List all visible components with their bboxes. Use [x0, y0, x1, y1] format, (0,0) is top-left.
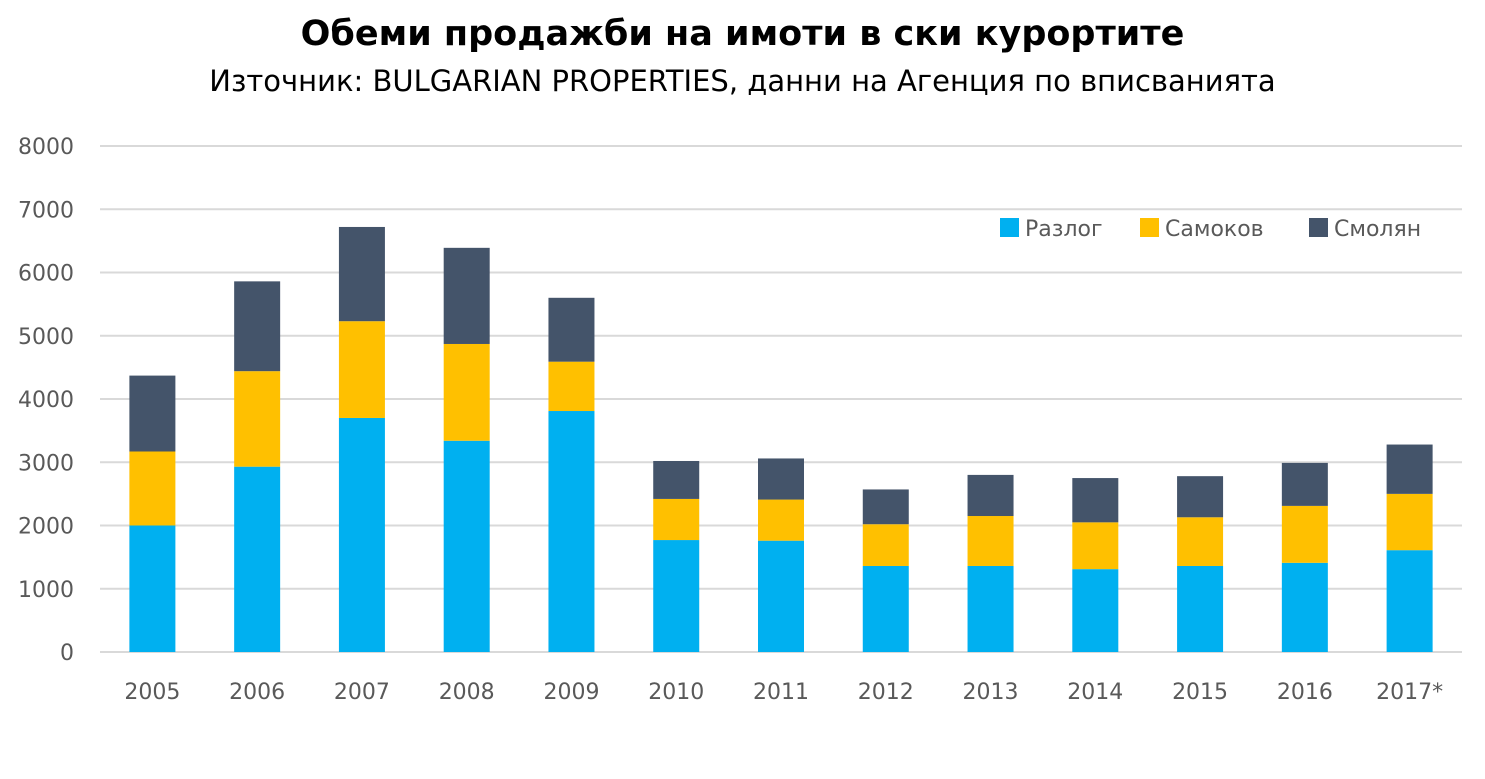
x-tick-label: 2014 [1067, 680, 1123, 705]
bar-segment [234, 371, 281, 467]
bar-segment [1386, 550, 1433, 652]
bar-segment [967, 474, 1014, 517]
legend-swatch [1309, 218, 1328, 237]
y-tick-label: 0 [60, 641, 74, 666]
x-tick-label: 2016 [1277, 680, 1333, 705]
legend-label: Разлог [1025, 217, 1103, 242]
legend-label: Самоков [1165, 217, 1264, 242]
x-tick-label: 2007 [334, 680, 390, 705]
chart-title: Обеми продажби на имоти в ски курортите [300, 14, 1185, 54]
y-tick-label: 2000 [18, 515, 74, 540]
bar-segment [443, 247, 490, 344]
bar-segment [758, 458, 804, 500]
x-tick-label: 2012 [858, 680, 914, 705]
bar-segment [548, 411, 595, 652]
y-tick-label: 6000 [18, 262, 74, 287]
y-tick-label: 3000 [18, 451, 74, 476]
x-tick-label: 2011 [753, 680, 809, 705]
x-tick-label: 2010 [648, 680, 704, 705]
bar-segment [862, 524, 909, 566]
bar-segment [653, 460, 700, 499]
y-tick-label: 7000 [18, 198, 74, 223]
bar-segment [862, 565, 909, 652]
bar-segment [1072, 569, 1119, 652]
bar-segment [967, 516, 1014, 566]
bar-segment [1072, 522, 1119, 570]
bar-segment [967, 565, 1014, 652]
bar-segment [1281, 505, 1328, 563]
bar-segment [1177, 476, 1224, 518]
bar-segment [1281, 462, 1328, 506]
x-tick-label: 2005 [124, 680, 180, 705]
bar-segment [862, 489, 909, 525]
legend-label: Смолян [1334, 217, 1421, 242]
chart-subtitle: Източник: BULGARIAN PROPERTIES, данни на… [209, 64, 1276, 98]
bar-segment [234, 281, 281, 372]
bar-segment [1281, 562, 1328, 652]
y-tick-label: 8000 [18, 135, 74, 160]
legend-swatch [1140, 218, 1159, 237]
x-tick-label: 2009 [543, 680, 599, 705]
bar-segment [234, 466, 281, 652]
bar-segment [548, 361, 595, 412]
x-tick-label: 2017* [1376, 680, 1443, 705]
bar-segment [443, 343, 490, 441]
y-tick-label: 5000 [18, 325, 74, 350]
bar-segment [338, 321, 385, 418]
bar-segment [338, 417, 385, 652]
y-tick-label: 1000 [18, 578, 74, 603]
bar-segment [443, 440, 490, 652]
bar-segment [758, 499, 804, 541]
bar-segment [653, 540, 700, 652]
bar-segment [1386, 444, 1433, 494]
bar-segment [129, 451, 176, 526]
bar-segment [548, 297, 595, 362]
bar-segment [1177, 565, 1224, 652]
y-tick-label: 4000 [18, 388, 74, 413]
x-tick-label: 2006 [229, 680, 285, 705]
x-tick-label: 2008 [439, 680, 495, 705]
bar-segment [338, 226, 385, 322]
x-tick-label: 2013 [963, 680, 1019, 705]
bar-segment [1177, 517, 1224, 566]
bar-segment [1072, 478, 1119, 523]
bar-segment [758, 540, 804, 652]
bar-segment [653, 498, 700, 541]
legend-swatch [1000, 218, 1019, 237]
bar-segment [129, 525, 176, 652]
x-tick-label: 2015 [1172, 680, 1228, 705]
bar-segment [1386, 493, 1433, 551]
bar-segment [129, 375, 176, 452]
